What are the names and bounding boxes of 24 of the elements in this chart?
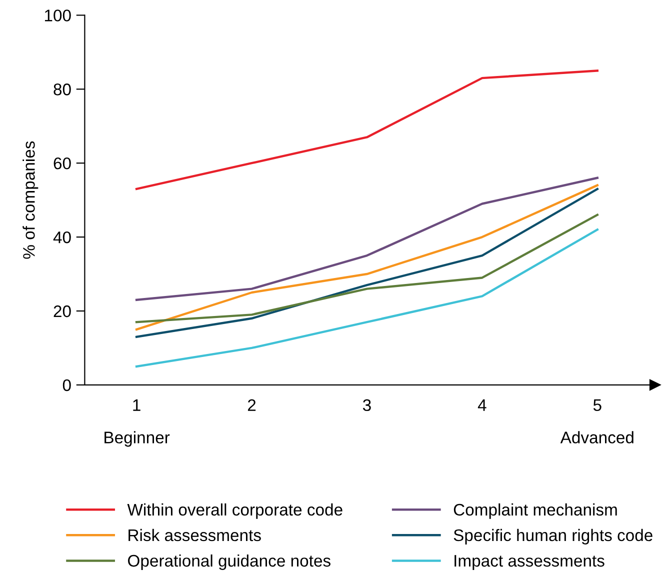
legend-label: Specific human rights code xyxy=(454,528,652,544)
y-tick-label: 0 xyxy=(62,379,71,392)
legend-label: Within overall corporate code xyxy=(127,503,342,519)
y-axis-title: % of companies xyxy=(22,141,38,259)
y-tick-label: 100 xyxy=(44,10,71,22)
legend-label: Complaint mechanism xyxy=(454,503,617,519)
legend-label: Risk assessments xyxy=(128,528,261,542)
x-tick-label: 1 xyxy=(133,399,140,411)
x-tick-label: 3 xyxy=(362,399,371,412)
line-series xyxy=(135,214,598,324)
legend-label: Impact assessments xyxy=(454,555,604,570)
y-tick-label: 40 xyxy=(53,231,71,244)
x-tick-label: 5 xyxy=(593,399,602,412)
legend-label: Operational guidance notes xyxy=(128,554,330,570)
y-tick-label: 20 xyxy=(54,305,71,318)
line-series xyxy=(135,176,598,302)
text: Advanced xyxy=(560,431,634,444)
y-tick-label: 80 xyxy=(54,84,71,96)
x-tick-label: 4 xyxy=(478,399,486,411)
y-tick-label: 60 xyxy=(54,158,71,170)
x-tick-label: 2 xyxy=(248,399,256,411)
text: Beginner xyxy=(104,431,170,447)
line-series xyxy=(135,228,598,368)
line-series xyxy=(135,70,598,190)
